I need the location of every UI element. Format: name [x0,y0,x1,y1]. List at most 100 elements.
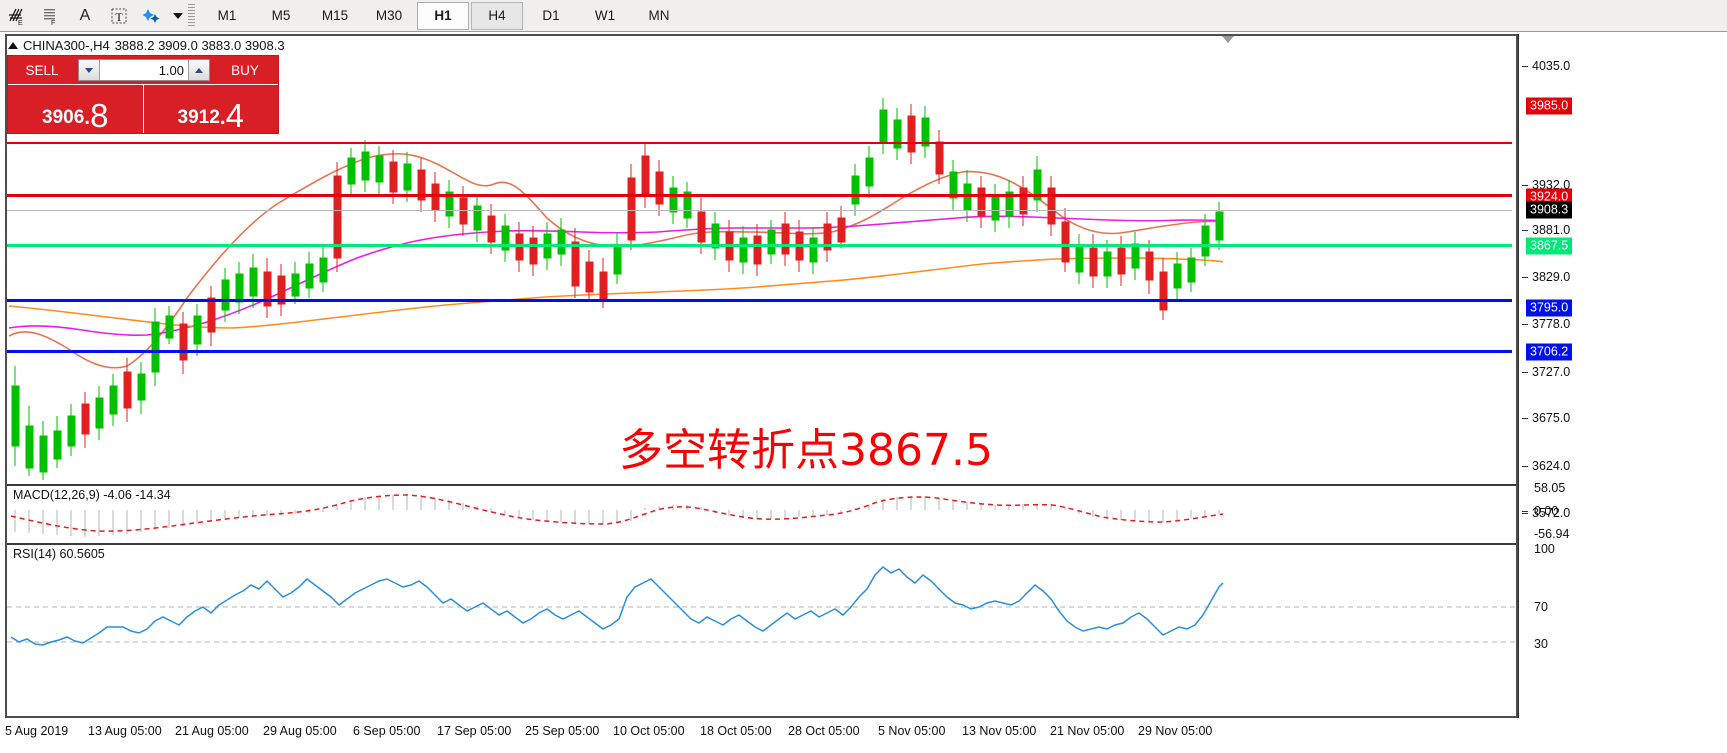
price-badge-3924[interactable]: 3924.0 [1526,188,1573,206]
price-chart-svg [8,98,1224,480]
svg-text:E: E [18,20,23,26]
time-label-12: 21 Nov 05:00 [1050,724,1125,738]
time-label-3: 29 Aug 05:00 [263,724,337,738]
axis-tick [1522,466,1528,467]
text-tool-icon[interactable]: A [79,6,91,24]
toolbar-grip[interactable] [188,3,195,28]
price-line-3867[interactable] [7,244,1512,247]
price-badge-3867[interactable]: 3867.5 [1526,237,1573,255]
symbol-info-bar: CHINA300-,H4 3888.2 3909.0 3883.0 3908.3 [8,38,285,53]
axis-vertical-line [1518,34,1519,718]
objects-dropdown-caret[interactable] [170,1,186,30]
axis-tick [1522,324,1528,325]
rsi-chart-svg [7,566,1516,646]
axis-tick [1522,66,1528,67]
buy-price-button[interactable]: 3912 . 4 [144,85,279,133]
rsi-axis-label-100: 100 [1534,542,1555,556]
trade-panel-prices: 3906 . 8 3912 . 4 [8,84,278,133]
axis-label-3727: 3727.0 [1532,365,1571,379]
price-line-3908[interactable] [7,210,1512,211]
buy-price-fraction: 4 [225,96,244,134]
timeframe-h1[interactable]: H1 [417,1,469,30]
candlesticks [11,98,1224,480]
time-label-6: 25 Sep 05:00 [525,724,600,738]
text-label-icon[interactable]: T [102,1,136,30]
time-label-8: 18 Oct 05:00 [700,724,772,738]
macd-pane[interactable]: MACD(12,26,9) -4.06 -14.34 [7,484,1516,541]
time-axis[interactable]: 5 Aug 2019 13 Aug 05:00 21 Aug 05:00 29 … [5,720,1518,748]
timeframe-m1[interactable]: M1 [217,8,237,23]
sell-price-dot: . [84,106,91,129]
symbol-name: CHINA300-,H4 [23,38,110,53]
one-click-trading-panel[interactable]: SELL 1.00 BUY 3906 . 8 3912 . 4 [7,55,279,134]
rsi-line [10,566,1224,646]
price-pane[interactable] [7,36,1516,482]
time-label-7: 10 Oct 05:00 [613,724,685,738]
axis-tick [1522,185,1528,186]
rsi-axis-label-70: 70 [1534,600,1548,614]
price-line-3924[interactable] [7,194,1512,197]
time-label-10: 5 Nov 05:00 [878,724,946,738]
axis-label-3572: 3572.0 [1532,506,1571,520]
timeframe-h4[interactable]: H4 [471,1,523,30]
axis-tick [1522,372,1528,373]
axis-label-3778: 3778.0 [1532,317,1571,331]
rsi-axis-label-30: 30 [1534,637,1548,651]
axis-label-3675: 3675.0 [1532,411,1571,425]
rsi-pane[interactable]: RSI(14) 60.5605 [7,543,1516,654]
timeframe-m15[interactable]: M15 [321,8,349,23]
buy-price-integer: 3912 [177,107,220,128]
triangle-up-icon[interactable] [8,42,18,49]
volume-increase-button[interactable] [188,60,209,80]
svg-text:F: F [51,20,55,26]
main-toolbar: E F A T M1 M5 M15 M30 H1 H4 D1 W1 MN [0,0,1727,32]
chevron-down-icon[interactable] [1222,36,1234,43]
timeframe-m30[interactable]: M30 [375,8,403,23]
chart-frame[interactable]: MACD(12,26,9) -4.06 -14.34 [5,34,1518,718]
sell-price-button[interactable]: 3906 . 8 [8,85,144,133]
time-label-11: 13 Nov 05:00 [962,724,1037,738]
caret-down-icon [85,67,93,73]
volume-input[interactable]: 1.00 [158,62,184,78]
sell-price-fraction: 8 [90,96,109,134]
price-badge-3985[interactable]: 3985.0 [1526,97,1573,115]
axis-label-3881: 3881.0 [1532,223,1571,237]
axis-tick [1522,513,1528,514]
price-axis[interactable]: 4035.0 3985.0 3932.0 3924.0 3908.3 3881.… [1518,34,1727,718]
indicators-icon[interactable]: E [0,1,34,30]
axis-tick [1522,277,1528,278]
time-label-5: 17 Sep 05:00 [437,724,512,738]
timeframe-mn[interactable]: MN [648,8,670,23]
time-label-13: 29 Nov 05:00 [1138,724,1213,738]
ma-orange-line [8,257,1224,329]
sell-button-label[interactable]: SELL [25,62,59,78]
price-badge-3908[interactable]: 3908.3 [1526,201,1573,219]
volume-stepper[interactable]: 1.00 [78,59,210,81]
price-badge-3706[interactable]: 3706.2 [1526,343,1573,361]
price-line-3706[interactable] [7,350,1512,353]
rsi-label: RSI(14) 60.5605 [13,547,105,561]
symbol-ohlc: 3888.2 3909.0 3883.0 3908.3 [114,38,285,53]
objects-icon[interactable] [136,1,170,30]
timeframe-d1[interactable]: D1 [542,8,560,23]
templates-icon[interactable]: F [34,1,68,30]
buy-button-label[interactable]: BUY [231,62,259,78]
sell-price-integer: 3906 [42,107,85,128]
macd-axis-label-000: 0.00 [1534,504,1559,518]
axis-tick [1522,511,1528,512]
price-line-3985[interactable] [7,142,1512,144]
axis-label-3829: 3829.0 [1532,270,1571,284]
chart-annotation-text[interactable]: 多空转折点3867.5 [619,425,993,476]
caret-up-icon [195,67,203,73]
price-line-3795[interactable] [7,299,1512,302]
timeframe-w1[interactable]: W1 [594,8,616,23]
volume-decrease-button[interactable] [79,60,100,80]
time-label-2: 21 Aug 05:00 [175,724,249,738]
time-label-1: 13 Aug 05:00 [88,724,162,738]
price-badge-3795[interactable]: 3795.0 [1526,299,1573,317]
macd-axis-label-minus5694: -56.94 [1534,527,1570,541]
timeframe-m5[interactable]: M5 [271,8,291,23]
macd-histogram [14,494,1220,537]
macd-chart-svg [10,494,1224,537]
macd-label: MACD(12,26,9) -4.06 -14.34 [13,488,171,502]
